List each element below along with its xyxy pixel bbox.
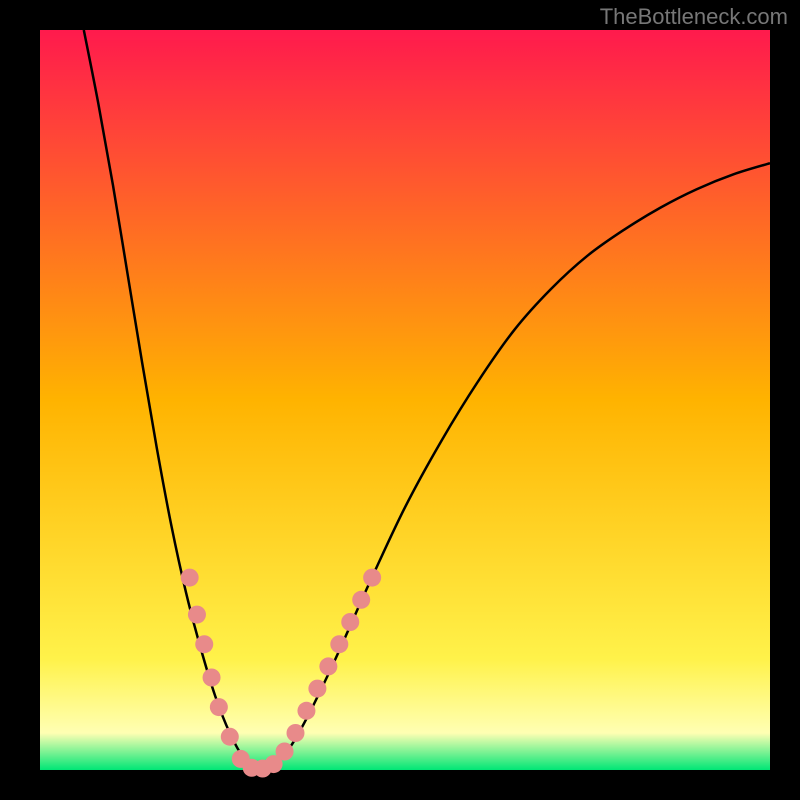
data-marker (308, 680, 326, 698)
data-markers (181, 569, 382, 778)
data-marker (188, 606, 206, 624)
data-marker (276, 743, 294, 761)
data-marker (363, 569, 381, 587)
data-marker (341, 613, 359, 631)
data-marker (287, 724, 305, 742)
data-marker (352, 591, 370, 609)
bottleneck-curve-left (84, 30, 259, 770)
data-marker (221, 728, 239, 746)
watermark-text: TheBottleneck.com (600, 4, 788, 30)
data-marker (210, 698, 228, 716)
data-marker (181, 569, 199, 587)
data-marker (330, 635, 348, 653)
data-marker (319, 657, 337, 675)
chart-svg-layer (0, 0, 800, 800)
data-marker (297, 702, 315, 720)
bottleneck-curve-right (259, 163, 770, 770)
data-marker (203, 669, 221, 687)
data-marker (195, 635, 213, 653)
